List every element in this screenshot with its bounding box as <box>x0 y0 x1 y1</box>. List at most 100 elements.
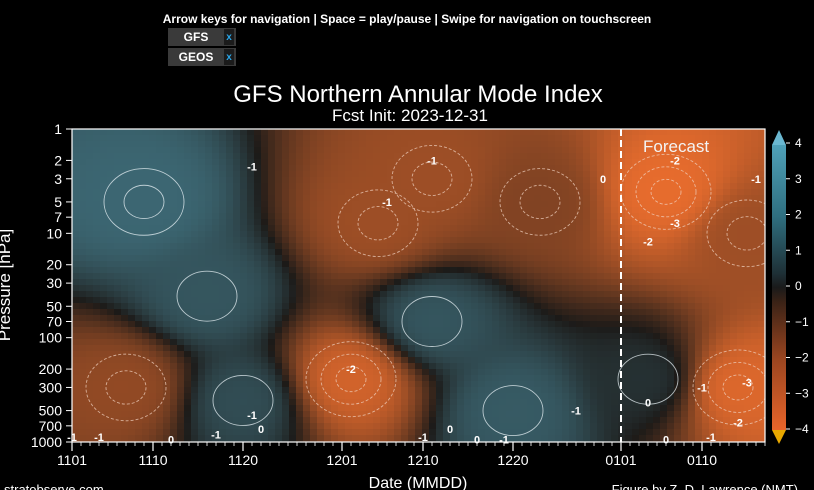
field-cell <box>667 297 675 304</box>
field-cell <box>478 339 486 346</box>
field-cell <box>520 129 528 136</box>
field-cell <box>142 369 150 376</box>
field-cell <box>611 279 619 286</box>
field-cell <box>310 405 318 412</box>
field-cell <box>653 297 661 304</box>
field-cell <box>422 147 430 154</box>
field-cell <box>240 375 248 382</box>
field-cell <box>135 147 143 154</box>
field-cell <box>443 237 451 244</box>
field-cell <box>261 201 269 208</box>
field-cell <box>275 381 283 388</box>
field-cell <box>233 435 241 442</box>
field-cell <box>653 303 661 310</box>
field-cell <box>555 153 563 160</box>
field-cell <box>667 225 675 232</box>
field-cell <box>247 237 255 244</box>
field-cell <box>359 417 367 424</box>
tab-geos-close-button[interactable]: x <box>224 49 234 65</box>
field-cell <box>226 423 234 430</box>
field-cell <box>177 321 185 328</box>
field-cell <box>674 351 682 358</box>
field-cell <box>135 435 143 442</box>
field-cell <box>310 291 318 298</box>
field-cell <box>170 273 178 280</box>
field-cell <box>345 435 353 442</box>
field-cell <box>100 315 108 322</box>
field-cell <box>541 375 549 382</box>
field-cell <box>72 177 80 184</box>
field-cell <box>660 249 668 256</box>
field-cell <box>555 147 563 154</box>
field-cell <box>93 135 101 142</box>
field-cell <box>338 375 346 382</box>
field-cell <box>240 165 248 172</box>
field-cell <box>695 357 703 364</box>
field-cell <box>268 195 276 202</box>
field-cell <box>387 321 395 328</box>
field-cell <box>93 321 101 328</box>
field-cell <box>345 315 353 322</box>
field-cell <box>436 381 444 388</box>
field-cell <box>114 303 122 310</box>
field-cell <box>681 357 689 364</box>
field-cell <box>632 435 640 442</box>
field-cell <box>527 261 535 268</box>
field-cell <box>597 393 605 400</box>
field-cell <box>282 135 290 142</box>
field-cell <box>170 195 178 202</box>
field-cell <box>492 255 500 262</box>
field-cell <box>114 153 122 160</box>
tab-geos[interactable]: GEOS x <box>168 48 236 66</box>
field-cell <box>373 171 381 178</box>
field-cell <box>93 207 101 214</box>
field-cell <box>485 249 493 256</box>
tab-gfs-close-button[interactable]: x <box>224 29 234 45</box>
field-cell <box>366 297 374 304</box>
field-cell <box>72 345 80 352</box>
field-cell <box>478 273 486 280</box>
field-cell <box>121 237 129 244</box>
field-cell <box>401 381 409 388</box>
field-cell <box>366 399 374 406</box>
field-cell <box>233 249 241 256</box>
field-cell <box>177 351 185 358</box>
field-cell <box>191 231 199 238</box>
field-cell <box>205 249 213 256</box>
field-cell <box>681 417 689 424</box>
field-cell <box>275 399 283 406</box>
field-cell <box>590 171 598 178</box>
field-cell <box>93 417 101 424</box>
field-cell <box>72 435 80 442</box>
field-cell <box>128 171 136 178</box>
field-cell <box>331 405 339 412</box>
field-cell <box>254 345 262 352</box>
field-cell <box>226 429 234 436</box>
field-cell <box>93 381 101 388</box>
field-cell <box>443 231 451 238</box>
field-cell <box>583 177 591 184</box>
field-cell <box>268 351 276 358</box>
field-cell <box>520 411 528 418</box>
field-cell <box>674 345 682 352</box>
field-cell <box>247 399 255 406</box>
field-cell <box>408 219 416 226</box>
field-cell <box>184 159 192 166</box>
field-cell <box>583 393 591 400</box>
field-cell <box>135 357 143 364</box>
field-cell <box>688 207 696 214</box>
tab-gfs[interactable]: GFS x <box>168 28 236 46</box>
field-cell <box>716 279 724 286</box>
field-cell <box>247 369 255 376</box>
field-cell <box>583 261 591 268</box>
field-cell <box>492 399 500 406</box>
field-cell <box>93 147 101 154</box>
field-cell <box>597 399 605 406</box>
field-cell <box>492 153 500 160</box>
field-cell <box>562 207 570 214</box>
field-cell <box>303 381 311 388</box>
field-cell <box>723 363 731 370</box>
field-cell <box>394 279 402 286</box>
field-cell <box>681 141 689 148</box>
field-cell <box>583 375 591 382</box>
